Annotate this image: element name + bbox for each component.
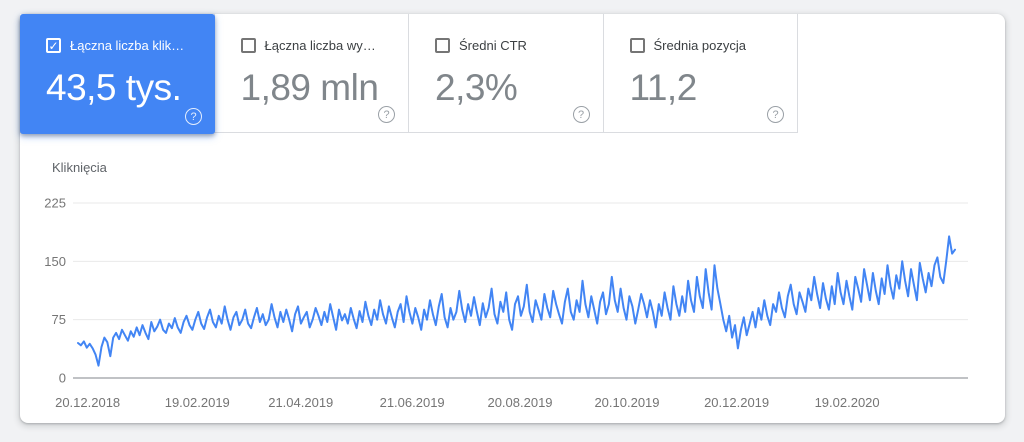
clicks-line-chart[interactable]: 0 75 150 225 20.12.2018 19.02.2019 21.04.2019 2… xyxy=(20,168,1005,423)
impressions-value: 1,89 mln xyxy=(240,67,379,108)
x-tick-label: 20.08.2019 xyxy=(487,395,552,410)
y-tick-label: 75 xyxy=(52,312,66,327)
clicks-checkbox-checked[interactable]: ✓ xyxy=(46,38,61,53)
card-label: Łączna liczba wy… xyxy=(264,38,376,53)
x-tick-label: 21.06.2019 xyxy=(380,395,445,410)
clicks-series-line[interactable] xyxy=(77,235,956,367)
card-label-row: ✓ Łączna liczba klik… xyxy=(46,38,215,53)
impressions-checkbox-unchecked[interactable] xyxy=(240,38,256,53)
x-tick-label: 20.10.2019 xyxy=(594,395,659,410)
card-label-row: Średni CTR xyxy=(435,38,603,53)
x-tick-label: 20.12.2018 xyxy=(55,395,120,410)
card-label-row: Łączna liczba wy… xyxy=(240,38,409,53)
x-tick-label: 19.02.2020 xyxy=(815,395,880,410)
card-label: Średni CTR xyxy=(459,38,527,53)
performance-report-panel: Łączna liczba wy… 1,89 mln ? Średni CTR … xyxy=(20,14,1005,423)
position-checkbox-unchecked[interactable] xyxy=(629,38,645,53)
card-label-row: Średnia pozycja xyxy=(629,38,798,53)
ctr-value: 2,3% xyxy=(435,67,518,108)
help-icon[interactable]: ? xyxy=(767,106,784,123)
y-tick-label: 150 xyxy=(44,254,66,269)
x-tick-label: 20.12.2019 xyxy=(704,395,769,410)
metric-card-average-position[interactable]: Średnia pozycja 11,2 ? xyxy=(603,14,798,132)
position-value: 11,2 xyxy=(629,67,698,108)
card-label: Łączna liczba klik… xyxy=(70,38,185,53)
metric-card-total-clicks[interactable]: ✓ Łączna liczba klik… 43,5 tys. ? xyxy=(20,14,215,134)
help-icon[interactable]: ? xyxy=(185,108,202,125)
chart-title: Kliknięcia xyxy=(52,160,107,175)
x-tick-label: 19.02.2019 xyxy=(165,395,230,410)
card-label: Średnia pozycja xyxy=(653,38,747,53)
help-icon[interactable]: ? xyxy=(378,106,395,123)
metric-cards-strip: Łączna liczba wy… 1,89 mln ? Średni CTR … xyxy=(20,14,798,133)
ctr-checkbox-unchecked[interactable] xyxy=(435,38,450,53)
clicks-value: 43,5 tys. xyxy=(46,67,182,108)
help-icon[interactable]: ? xyxy=(572,106,590,123)
metric-card-total-impressions[interactable]: Łączna liczba wy… 1,89 mln ? xyxy=(214,14,409,132)
y-tick-label: 225 xyxy=(44,196,66,211)
x-tick-label: 21.04.2019 xyxy=(268,395,333,410)
y-tick-label: 0 xyxy=(59,371,66,386)
metric-card-average-ctr[interactable]: Średni CTR 2,3% ? xyxy=(409,14,604,132)
